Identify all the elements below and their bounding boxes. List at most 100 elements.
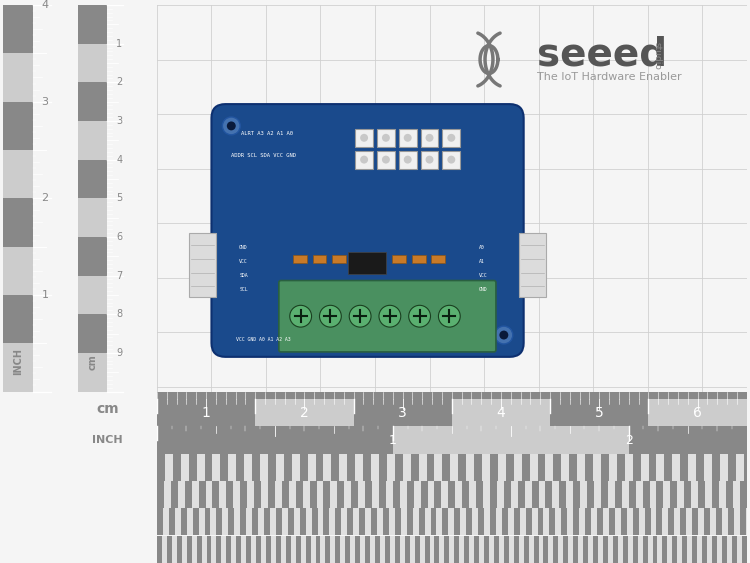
Bar — [370, 536, 375, 562]
Bar — [454, 536, 459, 562]
Bar — [664, 454, 672, 481]
Circle shape — [350, 305, 371, 327]
Bar — [664, 481, 670, 508]
Bar — [268, 481, 275, 508]
Bar — [406, 481, 414, 508]
Bar — [449, 536, 454, 562]
Bar — [276, 454, 284, 481]
Bar — [390, 536, 394, 562]
Bar — [205, 454, 212, 481]
Text: cm: cm — [96, 402, 118, 416]
Bar — [282, 508, 288, 535]
Bar — [591, 508, 597, 535]
Bar — [221, 536, 226, 562]
Bar — [529, 536, 533, 562]
Bar — [300, 454, 307, 481]
Bar — [356, 151, 373, 168]
Bar — [365, 536, 370, 562]
Bar — [276, 536, 280, 562]
Bar — [205, 508, 211, 535]
Bar — [594, 481, 601, 508]
Bar — [192, 536, 196, 562]
Bar — [339, 454, 347, 481]
Text: ADDR SCL SDA VCC GND: ADDR SCL SDA VCC GND — [231, 153, 296, 158]
Bar — [157, 454, 165, 481]
Bar — [356, 536, 360, 562]
Bar — [434, 536, 439, 562]
Bar — [484, 536, 489, 562]
Bar — [662, 536, 668, 562]
Bar — [78, 353, 107, 391]
Bar — [466, 508, 472, 535]
Bar — [440, 536, 445, 562]
Bar — [496, 508, 502, 535]
Bar — [587, 481, 594, 508]
Bar — [226, 536, 231, 562]
Bar — [650, 508, 656, 535]
Text: 1: 1 — [202, 406, 211, 420]
Bar — [282, 481, 289, 508]
Bar — [3, 198, 33, 247]
Bar — [579, 508, 585, 535]
Circle shape — [447, 134, 455, 142]
Bar — [421, 151, 439, 168]
Bar — [292, 255, 307, 263]
Bar — [742, 536, 747, 562]
Circle shape — [500, 330, 508, 339]
Bar — [164, 481, 171, 508]
Bar — [514, 454, 522, 481]
Bar — [712, 454, 720, 481]
Bar — [561, 454, 569, 481]
Bar — [187, 508, 193, 535]
Bar — [338, 481, 344, 508]
Bar — [303, 481, 310, 508]
Bar — [652, 536, 658, 562]
Text: 8: 8 — [116, 309, 122, 319]
Bar — [672, 454, 680, 481]
Circle shape — [290, 305, 311, 327]
Text: 1: 1 — [116, 39, 122, 48]
Bar — [411, 454, 419, 481]
Bar — [246, 536, 251, 562]
Text: GND: GND — [479, 287, 488, 292]
Bar — [455, 481, 462, 508]
Bar — [172, 454, 181, 481]
Bar — [556, 508, 561, 535]
Bar — [692, 536, 697, 562]
Bar — [458, 454, 466, 481]
Bar — [268, 454, 276, 481]
Bar — [377, 129, 394, 147]
Bar — [722, 508, 728, 535]
Bar — [413, 508, 419, 535]
Bar — [261, 481, 268, 508]
Bar — [182, 536, 187, 562]
Bar — [371, 508, 377, 535]
Bar — [644, 508, 650, 535]
Bar — [260, 454, 268, 481]
Bar — [3, 343, 33, 391]
Text: 1: 1 — [389, 434, 397, 446]
Bar — [668, 536, 672, 562]
Bar — [193, 508, 199, 535]
Bar — [394, 508, 400, 535]
Bar — [638, 536, 643, 562]
Bar — [187, 536, 192, 562]
Bar — [353, 400, 452, 426]
Text: 4: 4 — [116, 155, 122, 164]
Bar — [504, 481, 511, 508]
Bar — [545, 481, 553, 508]
Bar — [78, 314, 107, 353]
Bar — [392, 255, 406, 263]
Bar — [434, 454, 442, 481]
Bar — [615, 508, 621, 535]
Bar — [734, 508, 740, 535]
Text: 4: 4 — [41, 0, 49, 10]
Bar — [525, 481, 532, 508]
Bar — [300, 508, 305, 535]
Bar — [448, 481, 455, 508]
Text: cm: cm — [88, 354, 98, 370]
Bar — [489, 536, 494, 562]
Bar — [702, 536, 707, 562]
Bar — [275, 481, 282, 508]
Bar — [78, 275, 107, 314]
